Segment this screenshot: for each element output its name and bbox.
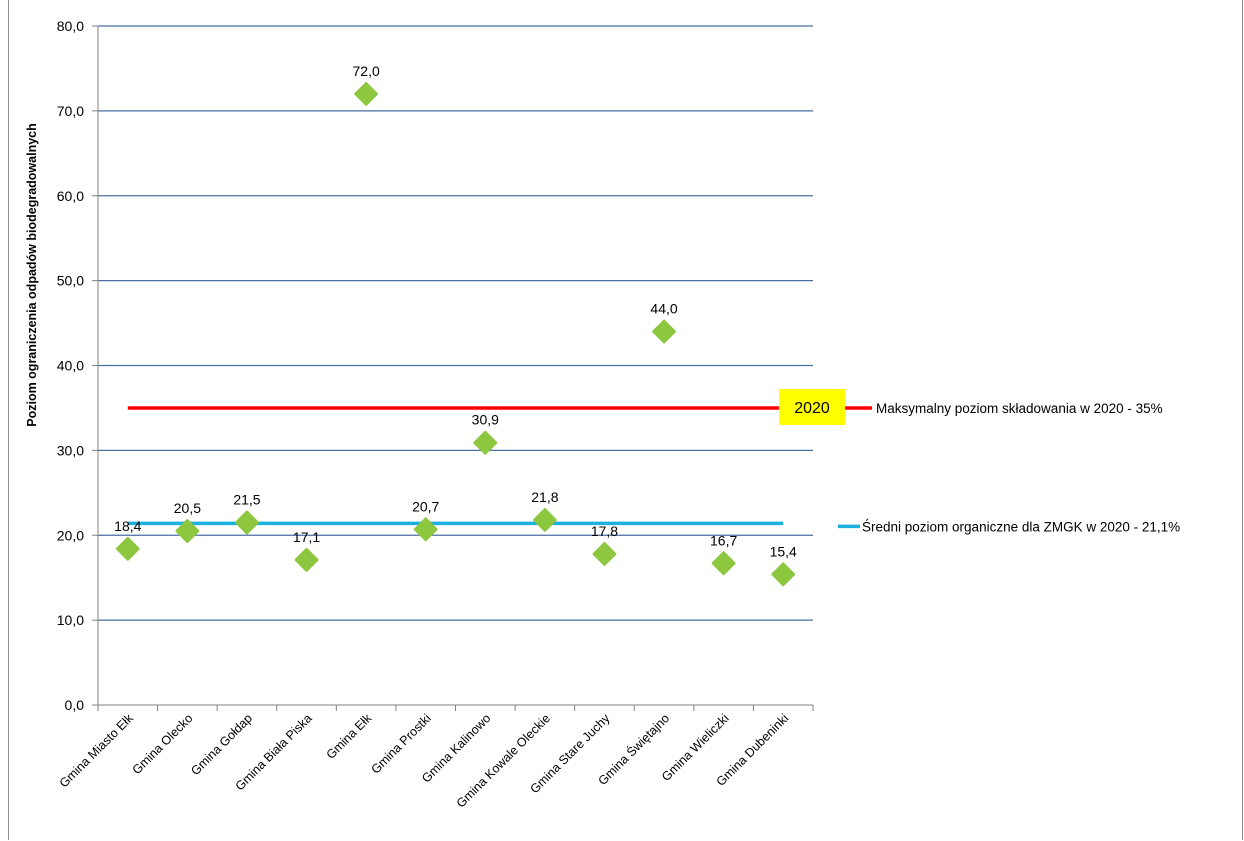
y-tick-label: 70,0 <box>57 103 84 119</box>
data-point <box>354 81 379 106</box>
data-label: 21,5 <box>233 492 260 508</box>
data-label: 21,8 <box>531 489 558 505</box>
y-tick-label: 10,0 <box>57 612 84 628</box>
data-label: 72,0 <box>353 63 380 79</box>
data-point <box>234 510 259 535</box>
data-label: 16,7 <box>710 532 737 548</box>
data-point <box>771 562 796 587</box>
data-point <box>473 430 498 455</box>
y-axis-label: Poziom ograniczenia odpadów biodegradowa… <box>25 123 39 427</box>
y-tick-label: 0,0 <box>65 697 85 713</box>
y-tick-label: 40,0 <box>57 358 84 374</box>
x-tick-label: Gmina Olecko <box>130 711 196 777</box>
data-point <box>532 507 557 532</box>
x-tick-label: Gmina Prostki <box>368 711 433 776</box>
year-annotation-text: 2020 <box>794 400 830 417</box>
chart-frame <box>8 0 1243 840</box>
year-annotation-box <box>779 389 845 425</box>
data-label: 18,4 <box>114 518 141 534</box>
data-label: 20,5 <box>174 500 201 516</box>
average-level-legend-label: Średni poziom organiczne dla ZMGK w 2020… <box>862 519 1180 534</box>
data-point <box>413 517 438 542</box>
y-tick-label: 20,0 <box>57 527 84 543</box>
axes: 0,0 10,0 20,0 30,0 40,0 50,0 60,0 70,0 80,0 Gmina… <box>57 18 814 811</box>
y-tick-label: 60,0 <box>57 188 84 204</box>
data-label: 44,0 <box>650 301 677 317</box>
x-tick-label: Gmina Miasto Ełk <box>57 711 137 791</box>
reference-lines: Maksymalny poziom składowania w 2020 - 3… <box>127 389 1180 534</box>
gridlines <box>98 25 813 621</box>
data-point <box>115 536 140 561</box>
data-point <box>592 541 617 566</box>
data-label: 20,7 <box>412 498 439 514</box>
data-point <box>294 547 319 572</box>
data-point <box>711 551 736 576</box>
max-level-legend-label: Maksymalny poziom składowania w 2020 - 3… <box>876 401 1163 416</box>
data-point <box>175 519 200 544</box>
x-tick-label: Gmina Ełk <box>324 711 375 762</box>
y-tick-label: 30,0 <box>57 442 84 458</box>
data-label: 17,8 <box>591 523 618 539</box>
data-label: 30,9 <box>472 412 499 428</box>
data-label: 17,1 <box>293 529 320 545</box>
data-label: 15,4 <box>770 543 797 559</box>
data-point <box>652 319 677 344</box>
x-tick-label: Gmina Gołdap <box>188 711 255 778</box>
labels: 18,4 20,5 21,5 17,1 72,0 20,7 30,9 21,8 17,8 44,0… <box>114 63 797 559</box>
data-points <box>115 81 796 587</box>
y-tick-label: 80,0 <box>57 18 84 34</box>
y-tick-label: 50,0 <box>57 273 84 289</box>
